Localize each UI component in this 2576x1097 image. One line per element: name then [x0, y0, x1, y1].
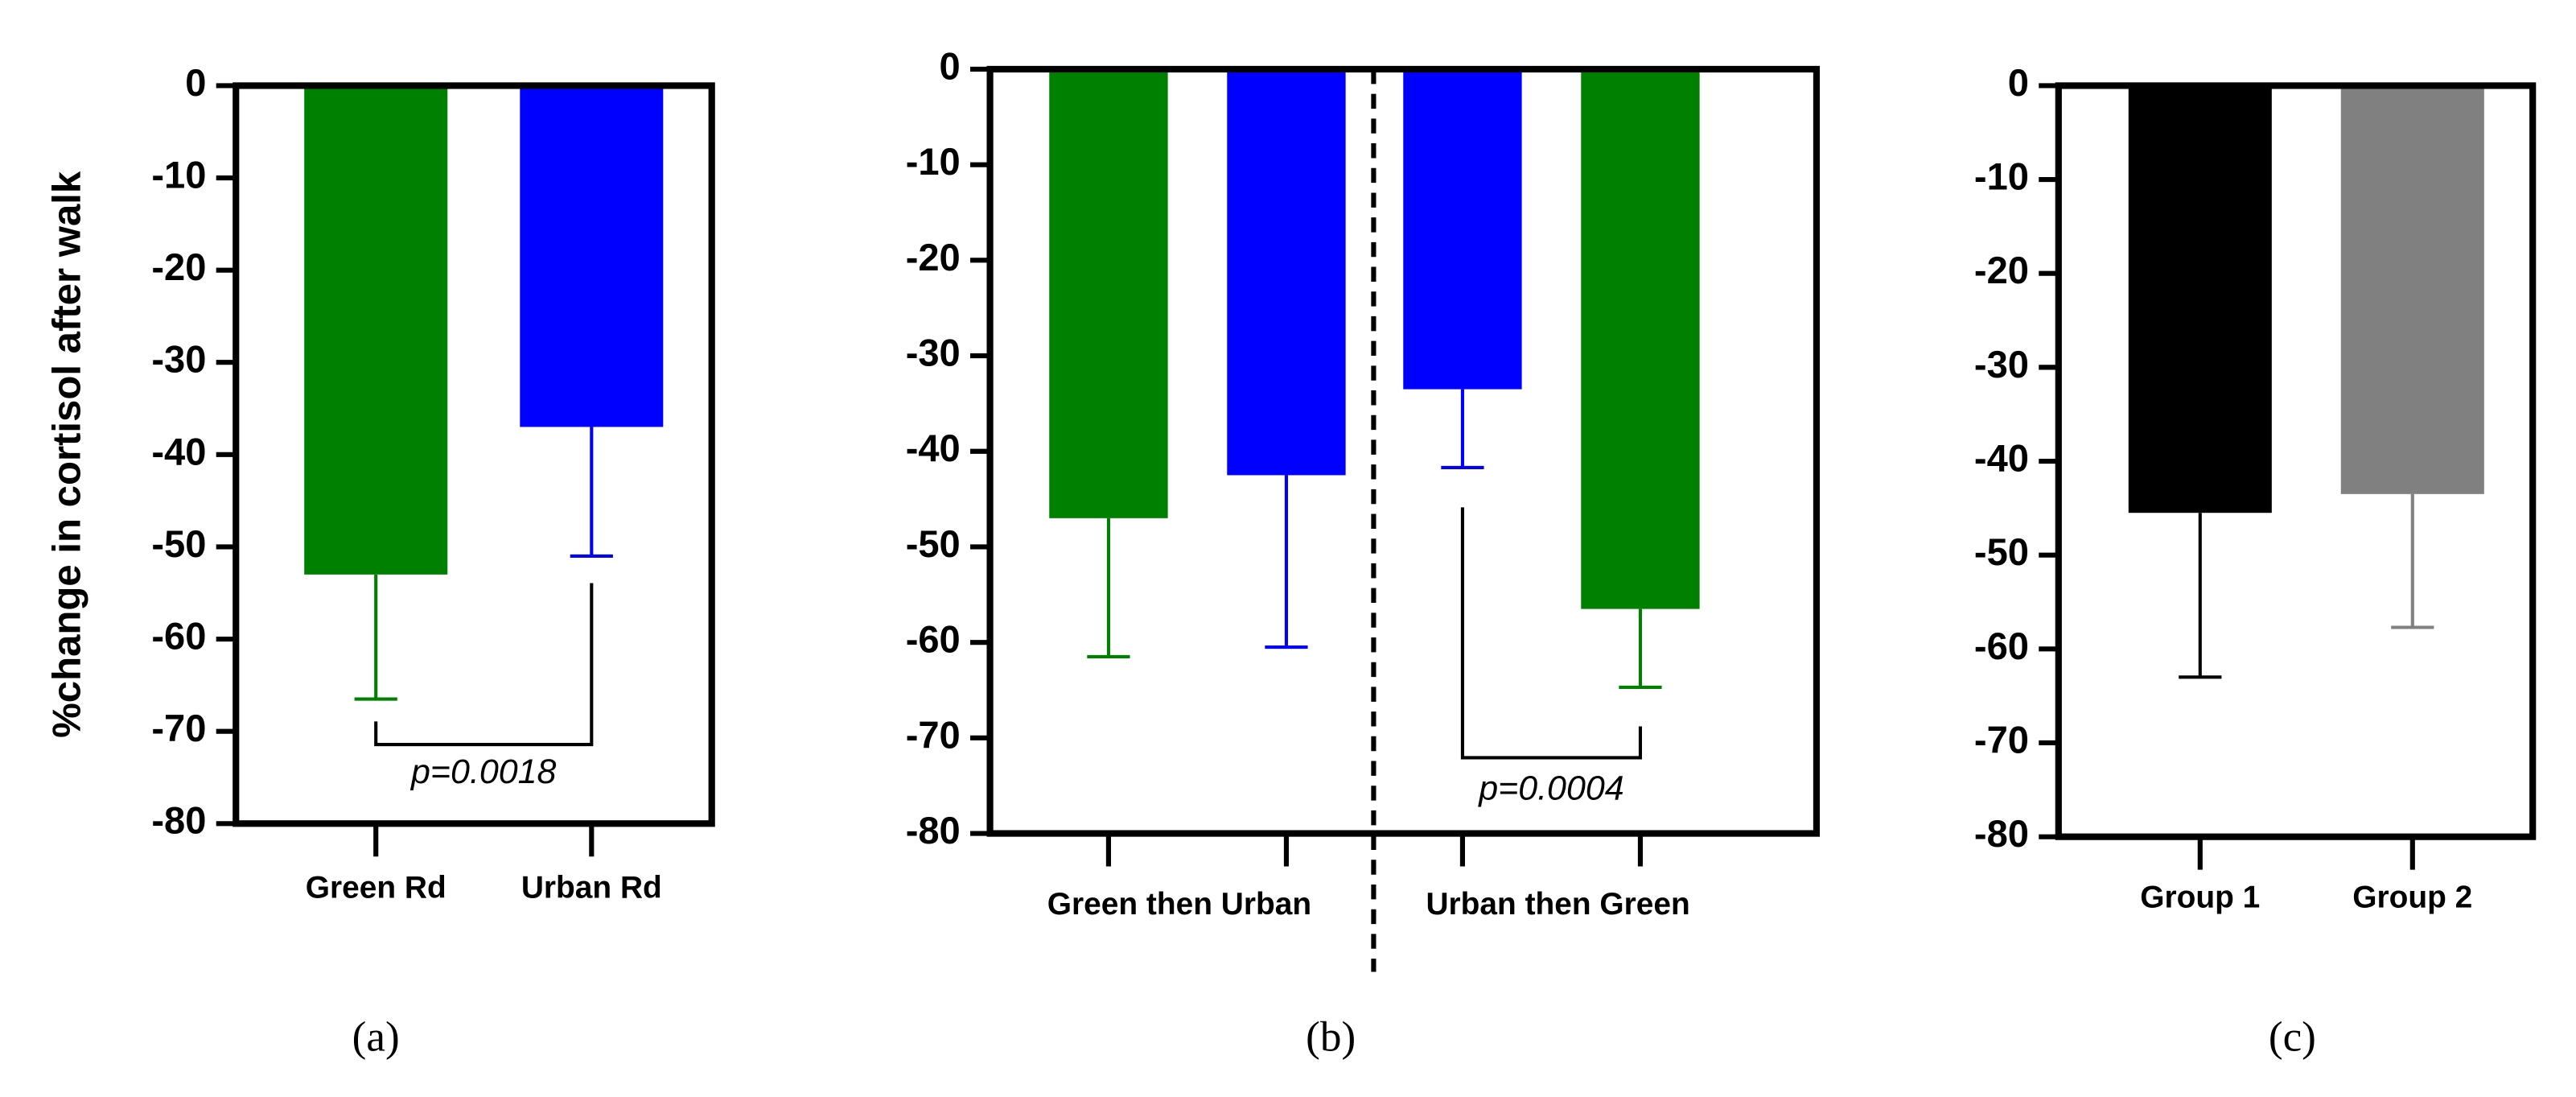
- significance-bracket: [1460, 507, 1643, 760]
- bar: [520, 85, 664, 427]
- y-tick-label: -30: [906, 331, 961, 373]
- y-tick-label: -60: [151, 614, 206, 657]
- y-tick-label: -50: [151, 522, 206, 565]
- y-tick-label: -30: [151, 338, 206, 381]
- bar: [1049, 68, 1168, 518]
- y-tick-label: -20: [906, 236, 961, 278]
- bar: [304, 85, 448, 575]
- x-tick-label: Urban Rd: [521, 870, 662, 905]
- y-tick-label: -40: [151, 430, 206, 472]
- y-tick-label: 0: [940, 44, 961, 87]
- y-tick-label: -20: [1974, 249, 2029, 291]
- error-bar: [1087, 518, 1130, 659]
- y-tick-label: -60: [1974, 625, 2029, 667]
- y-tick-label: -70: [1974, 718, 2029, 761]
- y-tick-label: -10: [1974, 155, 2029, 198]
- group-label: Green then Urban: [1047, 887, 1311, 922]
- y-tick-label: -70: [151, 707, 206, 749]
- error-bar: [2391, 493, 2434, 629]
- y-tick-label: -50: [906, 522, 961, 565]
- y-tick-label: 0: [2008, 61, 2029, 104]
- error-bar: [570, 427, 613, 558]
- y-tick-label: -10: [151, 153, 206, 196]
- y-tick-label: -30: [1974, 343, 2029, 386]
- y-tick-label: -40: [1974, 436, 2029, 479]
- error-bar: [354, 574, 397, 701]
- bar: [2340, 85, 2484, 494]
- p-value: p=0.0018: [409, 753, 557, 791]
- y-tick-label: -50: [1974, 530, 2029, 573]
- x-tick-label: Group 1: [2140, 880, 2260, 915]
- significance-bracket: [374, 583, 594, 747]
- caption: (c): [2269, 1013, 2316, 1061]
- bar: [1581, 68, 1700, 609]
- y-tick-label: -40: [906, 427, 961, 469]
- x-tick-label: Green Rd: [306, 870, 446, 905]
- y-tick-label: 0: [185, 61, 206, 104]
- error-bar: [1265, 475, 1308, 650]
- error-bar: [1441, 389, 1484, 469]
- bar: [2128, 85, 2272, 513]
- y-tick-label: -10: [906, 140, 961, 183]
- caption: (b): [1306, 1013, 1356, 1061]
- bar: [1227, 68, 1346, 476]
- y-tick-label: -60: [906, 618, 961, 661]
- p-value: p=0.0004: [1477, 769, 1623, 808]
- group-label: Urban then Green: [1426, 887, 1689, 922]
- x-tick-label: Group 2: [2352, 880, 2472, 915]
- y-tick-label: -80: [151, 799, 206, 842]
- y-axis-label: %change in cortisol after walk: [46, 171, 89, 738]
- y-tick-label: -80: [1974, 812, 2029, 855]
- y-tick-label: -70: [906, 713, 961, 756]
- y-tick-label: -20: [151, 245, 206, 288]
- error-bar: [2179, 513, 2222, 679]
- error-bar: [1619, 608, 1662, 689]
- caption: (a): [352, 1013, 400, 1061]
- bar: [1403, 68, 1522, 390]
- y-tick-label: -80: [906, 809, 961, 852]
